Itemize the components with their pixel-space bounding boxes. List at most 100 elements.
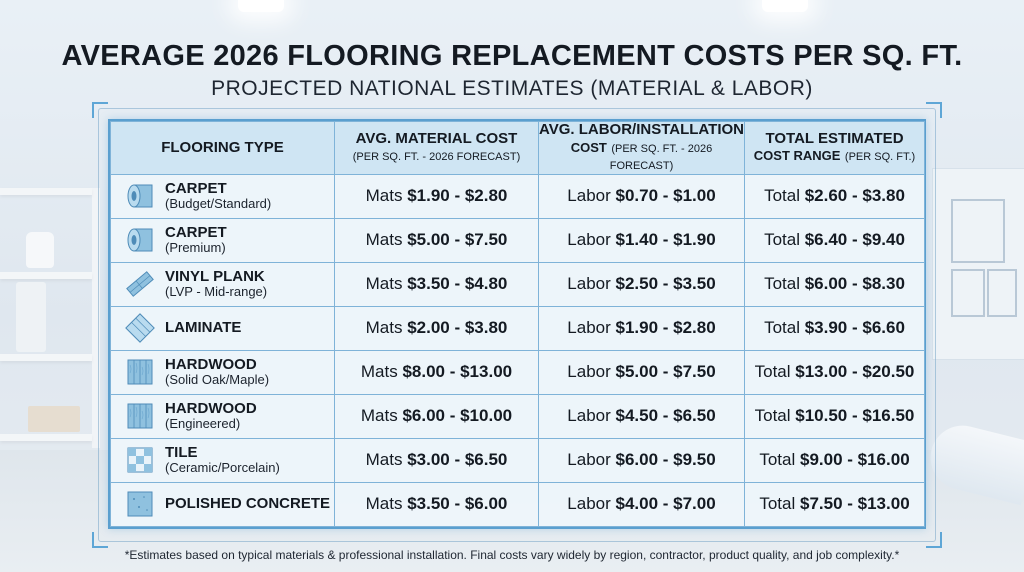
total-range: $2.60 - $3.80 bbox=[804, 186, 905, 206]
cell-total-cost: Total $2.60 - $3.80 bbox=[744, 173, 925, 219]
ceiling-light bbox=[238, 0, 284, 12]
material-range: $2.00 - $3.80 bbox=[407, 318, 508, 338]
material-prefix: Mats bbox=[365, 186, 403, 206]
total-range: $10.50 - $16.50 bbox=[795, 406, 915, 426]
hardwood-icon bbox=[125, 357, 155, 387]
flooring-name: CARPET bbox=[165, 224, 227, 242]
cell-flooring-type: HARDWOOD (Engineered) bbox=[110, 393, 335, 439]
hardwood-icon bbox=[125, 401, 155, 431]
cell-total-cost: Total $9.00 - $16.00 bbox=[744, 437, 925, 483]
total-range: $3.90 - $6.60 bbox=[804, 318, 905, 338]
total-prefix: Total bbox=[764, 230, 800, 250]
material-range: $1.90 - $2.80 bbox=[407, 186, 508, 206]
material-prefix: Mats bbox=[365, 494, 403, 514]
cell-labor-cost: Labor $2.50 - $3.50 bbox=[538, 261, 745, 307]
material-range: $6.00 - $10.00 bbox=[402, 406, 513, 426]
frame-corner bbox=[92, 102, 108, 118]
cell-material-cost: Mats $6.00 - $10.00 bbox=[334, 393, 539, 439]
ceiling-light bbox=[762, 0, 808, 12]
cell-material-cost: Mats $1.90 - $2.80 bbox=[334, 173, 539, 219]
total-range: $6.00 - $8.30 bbox=[804, 274, 905, 294]
cell-total-cost: Total $6.40 - $9.40 bbox=[744, 217, 925, 263]
cell-labor-cost: Labor $4.50 - $6.50 bbox=[538, 393, 745, 439]
total-prefix: Total bbox=[754, 362, 791, 382]
labor-range: $5.00 - $7.50 bbox=[615, 362, 716, 382]
material-prefix: Mats bbox=[365, 450, 403, 470]
material-prefix: Mats bbox=[365, 318, 403, 338]
labor-prefix: Labor bbox=[567, 362, 611, 382]
footnote: *Estimates based on typical materials & … bbox=[124, 548, 900, 562]
cell-labor-cost: Labor $6.00 - $9.50 bbox=[538, 437, 745, 483]
cell-flooring-type: HARDWOOD (Solid Oak/Maple) bbox=[110, 349, 335, 395]
total-prefix: Total bbox=[754, 406, 791, 426]
total-range: $6.40 - $9.40 bbox=[804, 230, 905, 250]
laminate-icon bbox=[125, 313, 155, 344]
total-range: $13.00 - $20.50 bbox=[795, 362, 915, 382]
cell-total-cost: Total $10.50 - $16.50 bbox=[744, 393, 925, 439]
labor-prefix: Labor bbox=[567, 230, 611, 250]
decorative-frame bbox=[98, 108, 936, 542]
cell-flooring-type: CARPET (Budget/Standard) bbox=[110, 173, 335, 219]
flooring-variant: (LVP - Mid-range) bbox=[165, 284, 268, 300]
flooring-name: VINYL PLANK bbox=[165, 268, 265, 286]
flooring-name: HARDWOOD bbox=[165, 356, 257, 374]
cell-material-cost: Mats $2.00 - $3.80 bbox=[334, 305, 539, 351]
labor-prefix: Labor bbox=[567, 186, 611, 206]
labor-prefix: Labor bbox=[567, 406, 611, 426]
column-header-flooring-type: FLOORING TYPE bbox=[110, 121, 335, 175]
cell-labor-cost: Labor $5.00 - $7.50 bbox=[538, 349, 745, 395]
background-vase bbox=[26, 232, 54, 268]
table-row: POLISHED CONCRETE Mats $3.50 - $6.00 Labor… bbox=[110, 481, 925, 527]
material-range: $3.50 - $6.00 bbox=[407, 494, 508, 514]
total-range: $7.50 - $13.00 bbox=[800, 494, 910, 514]
labor-range: $2.50 - $3.50 bbox=[615, 274, 716, 294]
frame-corner bbox=[92, 532, 108, 548]
cost-table-grid: FLOORING TYPE AVG. MATERIAL COST (PER SQ… bbox=[110, 121, 925, 527]
cell-flooring-type: TILE (Ceramic/Porcelain) bbox=[110, 437, 335, 483]
frame-corner bbox=[926, 102, 942, 118]
material-range: $5.00 - $7.50 bbox=[407, 230, 508, 250]
labor-range: $1.90 - $2.80 bbox=[615, 318, 716, 338]
total-prefix: Total bbox=[759, 450, 796, 470]
cell-flooring-type: LAMINATE bbox=[110, 305, 335, 351]
labor-range: $0.70 - $1.00 bbox=[615, 186, 716, 206]
flooring-name: CARPET bbox=[165, 180, 227, 198]
cell-total-cost: Total $3.90 - $6.60 bbox=[744, 305, 925, 351]
labor-range: $1.40 - $1.90 bbox=[615, 230, 716, 250]
labor-prefix: Labor bbox=[567, 318, 611, 338]
material-range: $3.00 - $6.50 bbox=[407, 450, 508, 470]
concrete-icon bbox=[125, 489, 155, 519]
background-blueprint bbox=[932, 168, 1024, 360]
total-range: $9.00 - $16.00 bbox=[800, 450, 910, 470]
material-prefix: Mats bbox=[365, 230, 403, 250]
labor-range: $4.00 - $7.00 bbox=[615, 494, 716, 514]
labor-prefix: Labor bbox=[567, 494, 611, 514]
flooring-variant: (Budget/Standard) bbox=[165, 196, 272, 212]
flooring-name: HARDWOOD bbox=[165, 400, 257, 418]
total-prefix: Total bbox=[764, 186, 800, 206]
carpet-roll-icon bbox=[125, 225, 155, 255]
material-prefix: Mats bbox=[365, 274, 403, 294]
material-range: $8.00 - $13.00 bbox=[402, 362, 513, 382]
cell-total-cost: Total $13.00 - $20.50 bbox=[744, 349, 925, 395]
cost-table: FLOORING TYPE AVG. MATERIAL COST (PER SQ… bbox=[108, 119, 926, 529]
table-row: VINYL PLANK (LVP - Mid-range) Mats $3.50 -… bbox=[110, 261, 925, 307]
cell-labor-cost: Labor $0.70 - $1.00 bbox=[538, 173, 745, 219]
background-binder bbox=[16, 282, 46, 352]
flooring-variant: (Premium) bbox=[165, 240, 226, 256]
cell-flooring-type: POLISHED CONCRETE bbox=[110, 481, 335, 527]
labor-prefix: Labor bbox=[567, 450, 611, 470]
table-row: TILE (Ceramic/Porcelain) Mats $3.00 - $6.5… bbox=[110, 437, 925, 483]
table-row: CARPET (Premium) Mats $5.00 - $7.50 Labor $… bbox=[110, 217, 925, 263]
background-box bbox=[28, 406, 80, 432]
background-shelf bbox=[0, 188, 100, 448]
vinyl-plank-icon bbox=[125, 269, 155, 299]
flooring-variant: (Ceramic/Porcelain) bbox=[165, 460, 280, 476]
page-subtitle: PROJECTED NATIONAL ESTIMATES (MATERIAL &… bbox=[211, 77, 813, 100]
table-row: LAMINATE Mats $2.00 - $3.80 Labor $1.90 - … bbox=[110, 305, 925, 351]
column-header-total-cost: TOTAL ESTIMATED COST RANGE (PER SQ. FT.) bbox=[744, 121, 925, 175]
flooring-variant: (Solid Oak/Maple) bbox=[165, 372, 270, 388]
table-header-row: FLOORING TYPE AVG. MATERIAL COST (PER SQ… bbox=[110, 121, 925, 175]
material-range: $3.50 - $4.80 bbox=[407, 274, 508, 294]
total-prefix: Total bbox=[759, 494, 796, 514]
